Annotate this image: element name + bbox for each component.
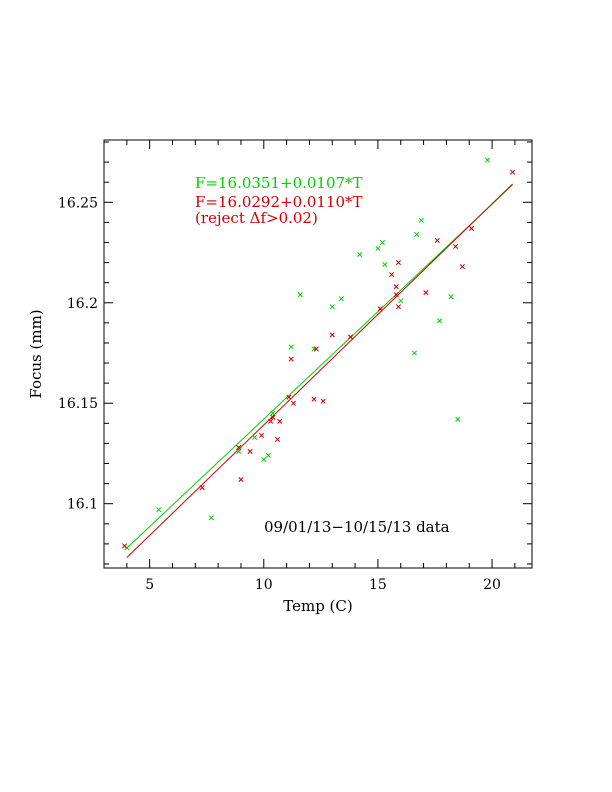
y-tick-label: 16.2 xyxy=(67,296,98,312)
data-point xyxy=(379,239,386,246)
data-point xyxy=(270,410,276,416)
data-point xyxy=(484,157,491,163)
data-point xyxy=(423,290,429,296)
data-points xyxy=(121,157,516,551)
data-point xyxy=(377,306,383,312)
data-point xyxy=(338,296,344,302)
data-point xyxy=(395,304,402,310)
data-point xyxy=(290,400,297,406)
y-axis-title: Focus (mm) xyxy=(27,309,45,398)
data-point xyxy=(375,245,381,252)
data-point xyxy=(265,452,271,459)
data-point xyxy=(382,262,388,268)
data-point xyxy=(398,298,404,304)
y-tick-label: 16.15 xyxy=(58,396,98,412)
data-point xyxy=(313,346,319,352)
data-point xyxy=(258,432,265,438)
x-tick-label: 15 xyxy=(369,577,387,593)
y-tick-label: 16.1 xyxy=(67,497,98,513)
axis-ticks xyxy=(103,140,532,568)
tick-labels: 5 10 15 20 16.1 16.15 16.2 16.25 xyxy=(58,195,501,593)
data-point xyxy=(411,350,417,356)
data-point xyxy=(236,444,242,450)
data-point xyxy=(452,243,459,250)
data-point xyxy=(510,169,516,175)
data-point xyxy=(448,294,454,300)
data-point xyxy=(395,260,402,266)
data-point xyxy=(261,456,267,463)
x-tick-label: 20 xyxy=(483,577,501,593)
data-point xyxy=(459,264,465,270)
data-point xyxy=(252,434,258,440)
data-point xyxy=(393,292,399,298)
data-point xyxy=(236,448,242,455)
data-point xyxy=(270,414,276,420)
data-point xyxy=(329,332,335,338)
data-point xyxy=(156,507,162,513)
plot-frame xyxy=(103,139,533,569)
fit-line xyxy=(126,183,513,558)
data-point xyxy=(199,485,205,491)
data-point xyxy=(247,448,253,455)
red-fit-annotation: F=16.0292+0.0110*T xyxy=(195,193,363,211)
data-point xyxy=(320,398,326,404)
data-point xyxy=(329,304,335,310)
data-point xyxy=(121,543,128,549)
data-point xyxy=(274,436,281,442)
data-point xyxy=(288,356,294,362)
data-point xyxy=(455,416,461,422)
data-point xyxy=(238,477,244,483)
data-point xyxy=(288,344,294,350)
x-tick-label: 5 xyxy=(145,577,154,593)
data-point xyxy=(434,237,440,244)
data-point xyxy=(347,334,354,340)
data-point xyxy=(357,251,363,258)
date-range-annotation: 09/01/13−10/15/13 data xyxy=(264,518,450,536)
data-point xyxy=(418,217,424,223)
data-point xyxy=(468,225,475,231)
x-axis-title: Temp (C) xyxy=(283,597,353,615)
fit-lines xyxy=(126,183,513,558)
data-point xyxy=(436,318,443,324)
data-point xyxy=(311,346,317,352)
fit-line xyxy=(126,184,513,549)
data-point xyxy=(297,292,303,298)
y-tick-label: 16.25 xyxy=(58,195,98,211)
data-point xyxy=(393,284,399,290)
data-point xyxy=(277,418,283,424)
data-point xyxy=(268,418,274,424)
data-point xyxy=(286,394,292,400)
reject-annotation: (reject Δf>0.02) xyxy=(195,209,318,227)
x-tick-label: 10 xyxy=(255,577,273,593)
data-point xyxy=(311,396,317,402)
green-fit-annotation: F=16.0351+0.0107*T xyxy=(195,174,363,192)
data-point xyxy=(414,231,420,237)
data-point xyxy=(389,272,395,278)
data-point xyxy=(208,515,214,521)
